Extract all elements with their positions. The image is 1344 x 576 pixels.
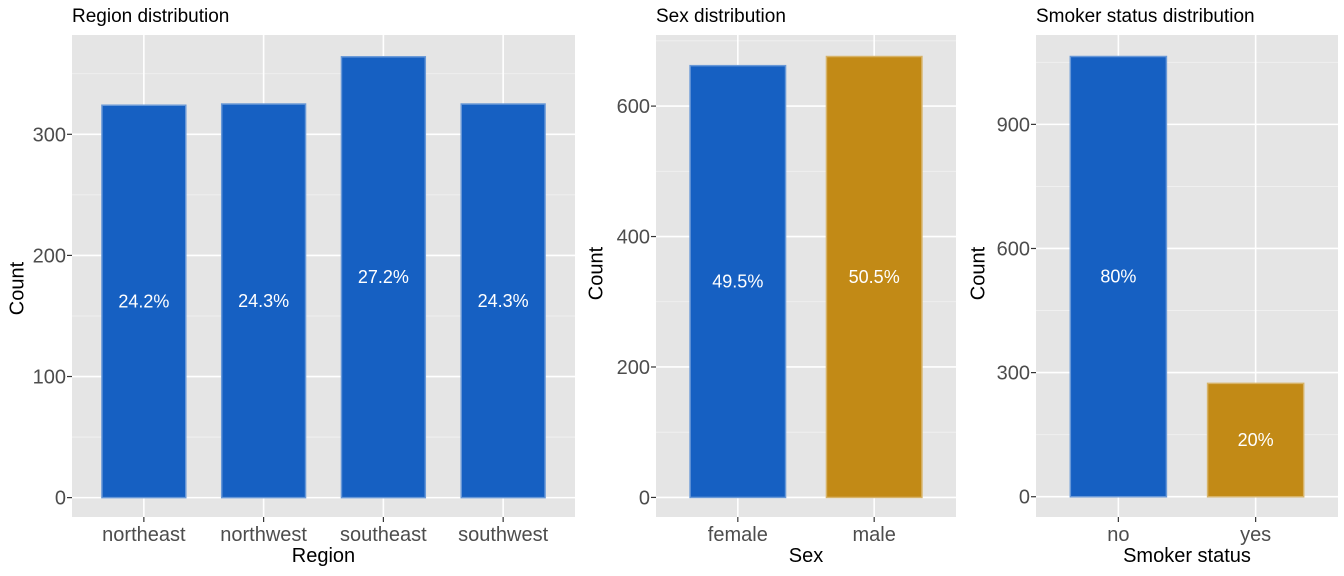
- y-tick-label: 0: [1019, 487, 1030, 509]
- region-distribution-panel: Region distribution 0 100 200 300 24.2% north…: [0, 0, 580, 576]
- bar-data-label: 50.5%: [849, 267, 900, 287]
- sex-chart-plot: 0 200 400 600 49.5% female 50.5% male: [617, 35, 956, 546]
- chart-title: Smoker status distribution: [1036, 6, 1255, 27]
- bar-data-label: 24.3%: [238, 291, 289, 311]
- x-axis-label: Region: [291, 545, 356, 567]
- bar-southeast: [340, 56, 427, 499]
- y-tick-label: 0: [639, 487, 650, 509]
- bar-southwest: [460, 103, 546, 499]
- region-chart-plot: 0 100 200 300 24.2% northeast 24.3% northwest 27…: [33, 35, 575, 546]
- bar-data-label: 24.2%: [118, 291, 169, 311]
- bar-data-label: 24.3%: [478, 291, 529, 311]
- bar-female: [689, 64, 787, 499]
- bar-northeast: [101, 104, 187, 499]
- x-tick-label: female: [708, 524, 768, 546]
- x-tick-label: southwest: [458, 524, 548, 546]
- y-tick-label: 300: [33, 124, 66, 146]
- bar-northwest: [220, 103, 307, 499]
- chart-title: Sex distribution: [656, 6, 786, 27]
- smoker-status-distribution-panel: Smoker status distribution 0 300 600 900 80%…: [960, 0, 1344, 576]
- y-tick-label: 600: [997, 238, 1030, 260]
- x-tick-label: yes: [1240, 524, 1271, 546]
- bar-yes: [1206, 382, 1305, 498]
- bar-data-label: 80%: [1100, 267, 1136, 287]
- x-tick-label: southeast: [340, 524, 427, 546]
- bar-male: [825, 55, 923, 499]
- y-axis-label: Count: [6, 261, 29, 316]
- y-tick-label: 900: [997, 114, 1030, 136]
- y-tick-label: 200: [33, 245, 66, 267]
- sex-distribution-panel: Sex distribution 0 200 400 600 49.5% female 50…: [580, 0, 960, 576]
- y-tick-label: 400: [617, 227, 650, 249]
- y-tick-label: 0: [55, 488, 66, 510]
- bar-data-label: 27.2%: [358, 267, 409, 287]
- x-axis-label: Sex: [788, 545, 824, 567]
- y-axis-label: Count: [967, 246, 990, 301]
- x-tick-label: no: [1107, 524, 1129, 546]
- y-tick-label: 100: [33, 367, 66, 389]
- y-axis-label: Count: [585, 246, 608, 301]
- x-tick-label: male: [853, 524, 896, 546]
- y-tick-label: 200: [617, 357, 650, 379]
- x-tick-label: northwest: [220, 524, 307, 546]
- bar-no: [1069, 55, 1168, 498]
- y-tick-label: 300: [997, 363, 1030, 385]
- bar-data-label: 20%: [1238, 430, 1274, 450]
- chart-title: Region distribution: [72, 6, 230, 27]
- y-tick-label: 600: [617, 96, 650, 118]
- smoker-chart-plot: 0 300 600 900 80% no 20% yes: [997, 35, 1338, 546]
- x-axis-label: Smoker status: [1123, 545, 1251, 567]
- x-tick-label: northeast: [102, 524, 186, 546]
- bar-data-label: 49.5%: [712, 272, 763, 292]
